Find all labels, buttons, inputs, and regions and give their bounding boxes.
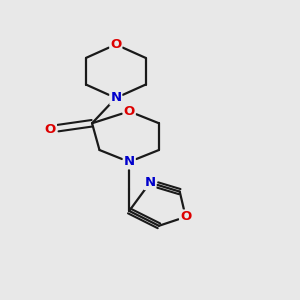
Text: O: O <box>45 123 56 136</box>
Text: N: N <box>110 92 122 104</box>
Text: N: N <box>124 155 135 168</box>
Text: O: O <box>124 105 135 118</box>
Text: O: O <box>180 210 191 224</box>
Text: O: O <box>110 38 122 51</box>
Text: N: N <box>144 176 156 189</box>
